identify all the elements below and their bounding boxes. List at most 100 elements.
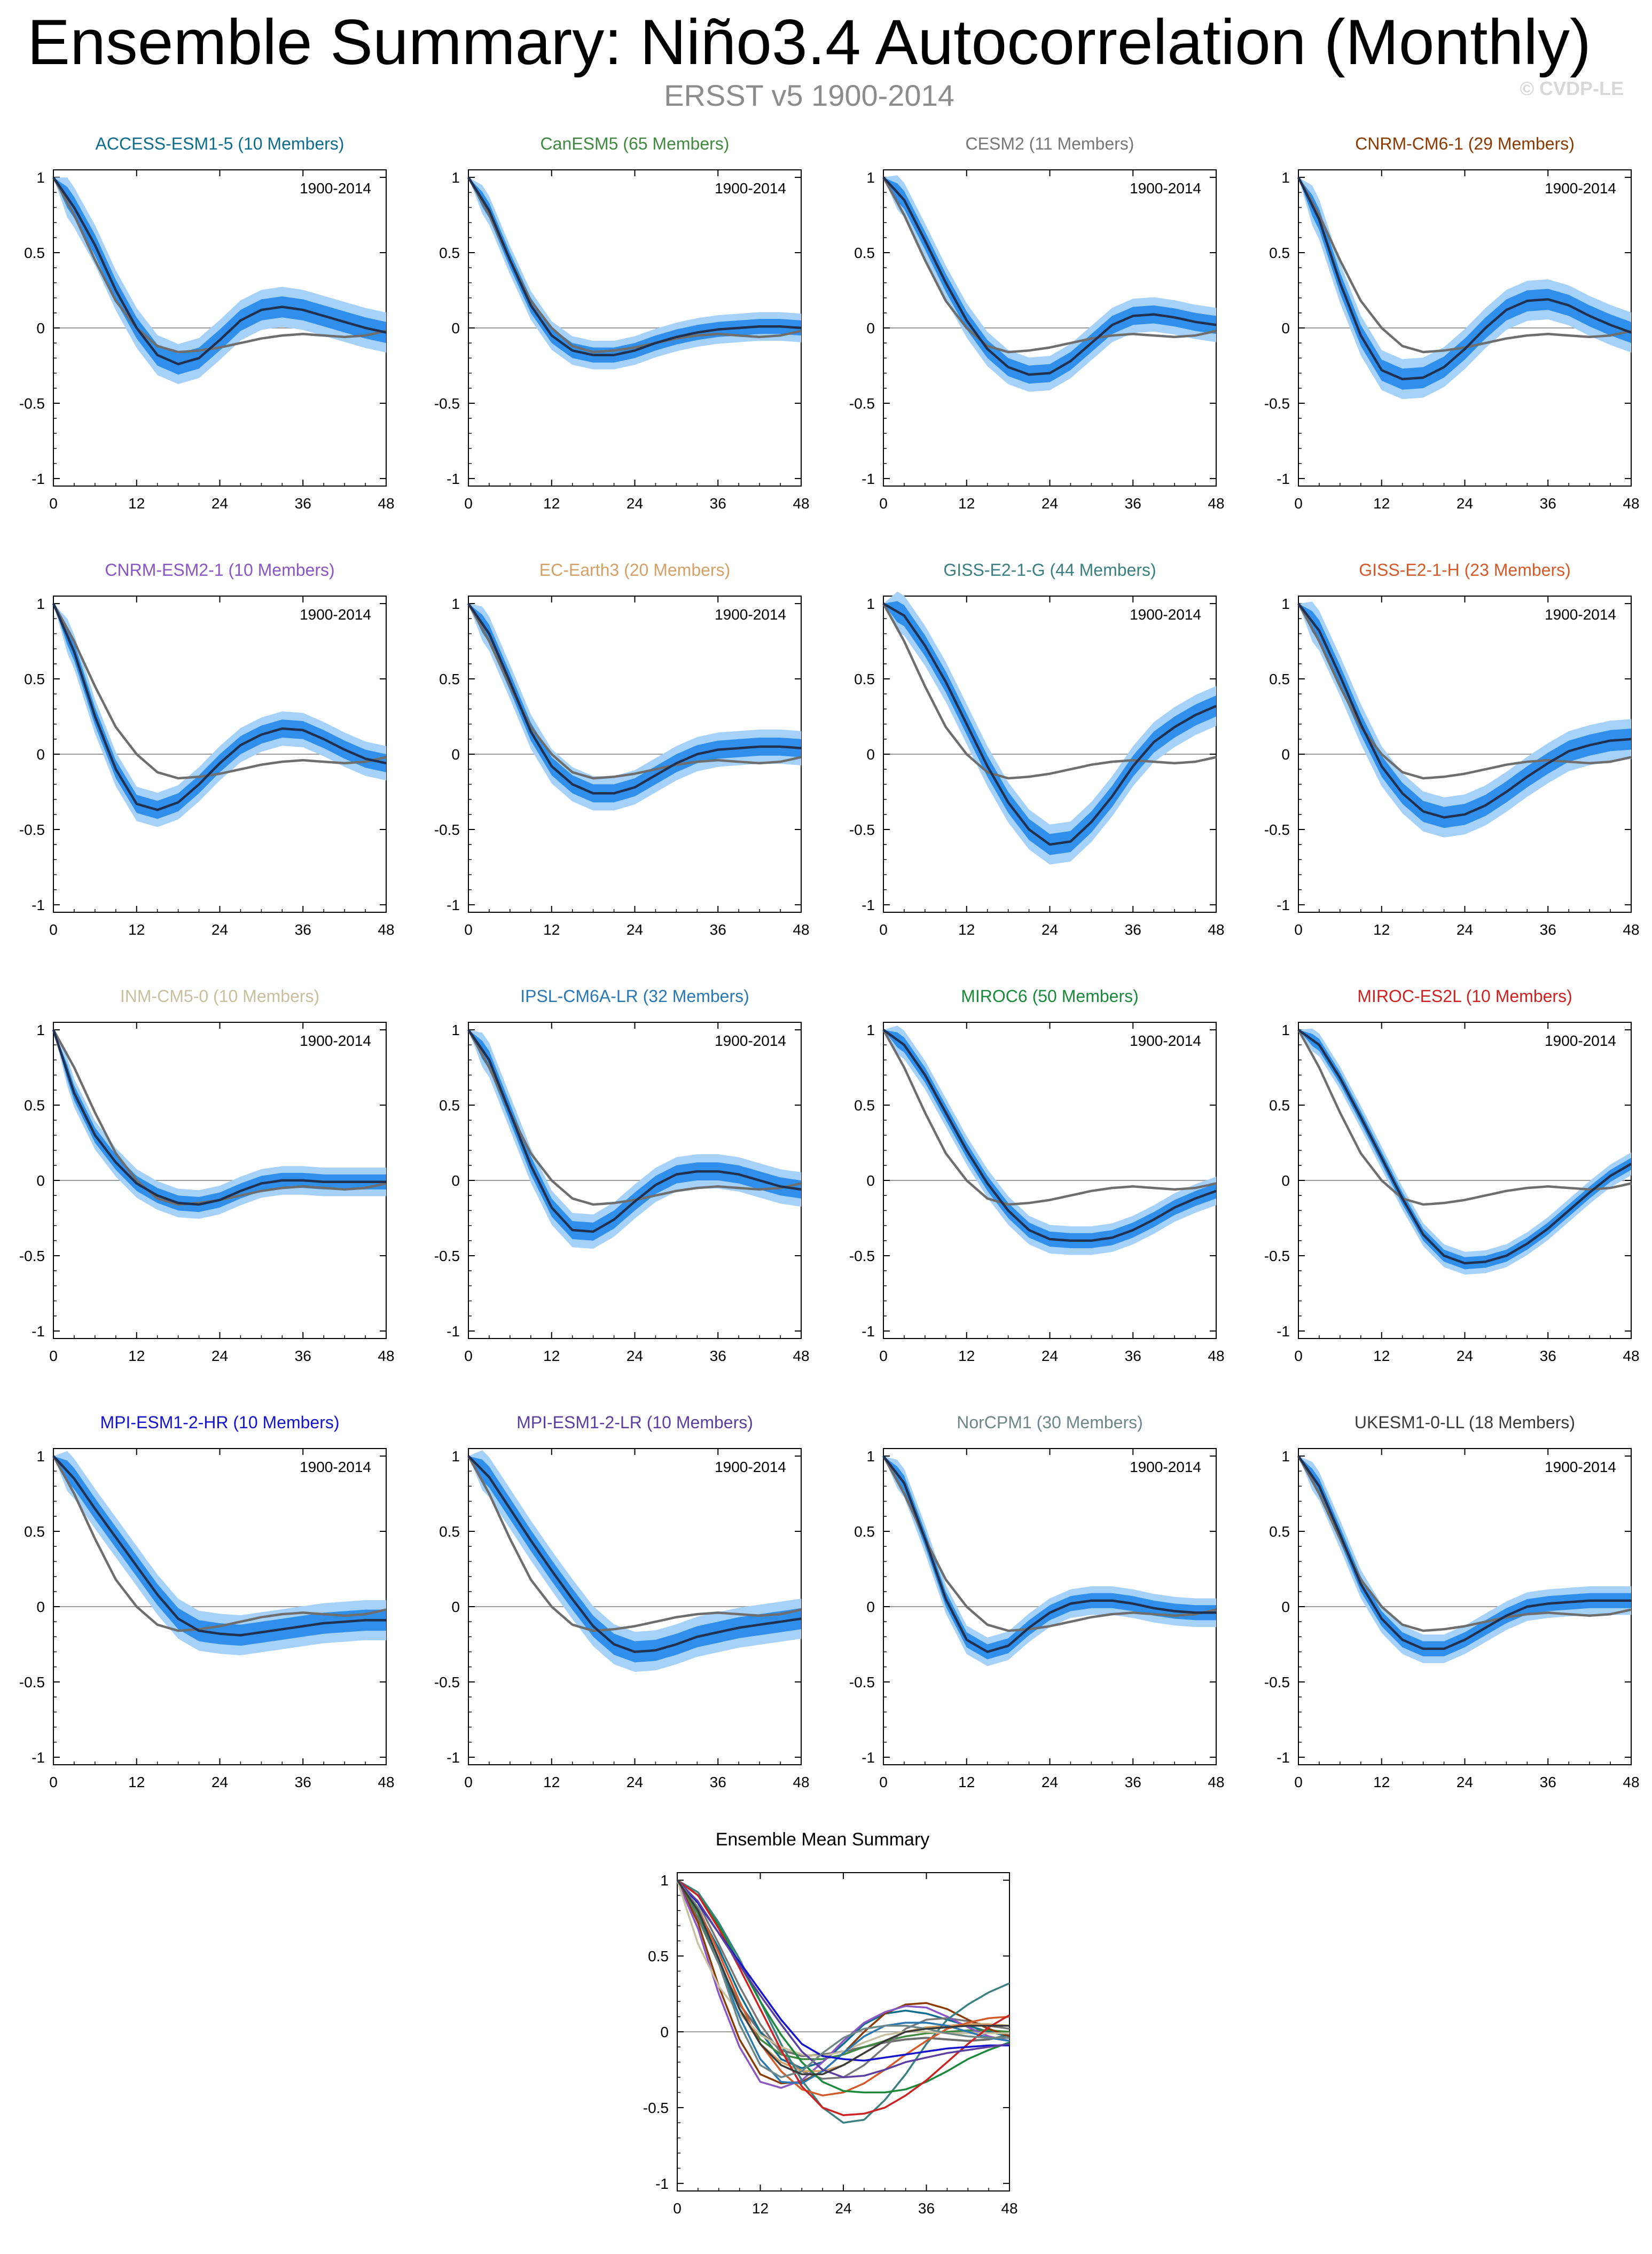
panel-1-ytick-label: -0.5: [19, 395, 45, 412]
panel-5: CNRM-ESM2-1 (10 Members)10.50-0.5-10 12 24…: [19, 560, 395, 938]
mean-panel-line-14: [676, 1879, 1010, 2078]
panel-15-xtick-label: 24: [1042, 1774, 1058, 1790]
panel-13-observed-line: [52, 1455, 387, 1632]
panel-3-xtick-label: 36: [1125, 495, 1141, 512]
panel-6-title: EC-Earth3 (20 Members): [539, 560, 730, 580]
panel-3-ensemble-mean-line: [882, 176, 1217, 376]
mean-panel-xtick-label: 48: [1001, 2200, 1017, 2217]
panel-6-xtick-label: 48: [793, 921, 809, 938]
panel-6-ytick-label: 1: [451, 596, 460, 612]
panel-15-xtick-label: 48: [1208, 1774, 1224, 1790]
panel-1-observed-line: [52, 177, 387, 354]
panel-12: MIROC-ES2L (10 Members)10.50-0.5-10 12 24 3…: [1264, 987, 1640, 1364]
panel-10-ytick-label: -0.5: [434, 1248, 460, 1264]
panel-11-xtick-label: 0: [879, 1348, 888, 1364]
panel-5-observed-line: [52, 603, 387, 780]
panel-11-ensemble-mean-line: [882, 1029, 1217, 1242]
panel-14-spread-inner: [468, 1456, 801, 1663]
panel-13-xtick-label: 12: [128, 1774, 145, 1790]
panel-3-ytick-label: -1: [862, 471, 875, 487]
panel-7-ensemble-mean-line: [882, 602, 1217, 846]
panel-14-xtick-label: 12: [543, 1774, 560, 1790]
panel-7-ytick-label: 1: [866, 596, 875, 612]
panel-4-title: CNRM-CM6-1 (29 Members): [1355, 134, 1575, 153]
panel-3-xtick-label: 24: [1042, 495, 1058, 512]
panel-7-spread-inner: [883, 601, 1216, 855]
panel-7-ytick-label: -1: [862, 897, 875, 913]
panel-1-period-label: 1900-2014: [300, 180, 371, 197]
panel-15-ytick-label: 0.5: [854, 1523, 875, 1540]
panel-3-xtick-label: 48: [1208, 495, 1224, 512]
panel-8-xtick-label: 0: [1294, 921, 1303, 938]
panel-5-xtick-label: 24: [212, 921, 228, 938]
panel-15-title: NorCPM1 (30 Members): [957, 1413, 1143, 1432]
panel-8-ytick-label: 0: [1281, 746, 1290, 763]
panel-1-ytick-label: -1: [32, 471, 45, 487]
panel-9-spread-outer: [53, 1030, 386, 1219]
panel-11-ytick-label: -1: [862, 1323, 875, 1340]
panel-7-spread-outer: [883, 591, 1216, 865]
panel-14-ytick-label: 1: [451, 1448, 460, 1465]
panel-8-spread-inner: [1298, 604, 1631, 828]
panel-7-xtick-label: 24: [1042, 921, 1058, 938]
panel-9-xtick-label: 12: [128, 1348, 145, 1364]
mean-panel-line-5: [676, 1880, 1010, 2089]
panel-8-xtick-label: 36: [1540, 921, 1556, 938]
mean-panel-ytick-label: -1: [655, 2175, 669, 2192]
panel-8-ensemble-mean-line: [1297, 602, 1632, 819]
panel-8-xtick-label: 12: [1373, 921, 1390, 938]
panel-6-xtick-label: 0: [464, 921, 473, 938]
panel-13-ytick-label: -1: [32, 1749, 45, 1766]
panel-9-ytick-label: -1: [32, 1323, 45, 1340]
panel-5-period-label: 1900-2014: [300, 606, 371, 623]
panel-14-observed-line: [467, 1455, 802, 1632]
panel-13-spread-inner: [53, 1456, 386, 1646]
panel-2-xtick-label: 12: [543, 495, 560, 512]
panel-2-title: CanESM5 (65 Members): [541, 134, 730, 153]
panel-12-spread-outer: [1298, 1028, 1631, 1275]
panel-2-xtick-label: 24: [627, 495, 643, 512]
panel-16-ytick-label: 0: [1281, 1599, 1290, 1615]
panel-9-period-label: 1900-2014: [300, 1032, 371, 1049]
ensemble-mean-panel: Ensemble Mean Summary 10.50-0.5-10 12 24 36…: [643, 1829, 1018, 2217]
panel-2-ytick-label: 1: [451, 169, 460, 186]
panel-1-ytick-label: 0: [36, 320, 45, 336]
panel-1-spread-inner: [53, 177, 386, 375]
panel-5-xtick-label: 0: [49, 921, 58, 938]
figure-title: Ensemble Summary: Niño3.4 Autocorrelatio…: [27, 6, 1591, 78]
panel-7-ytick-label: -0.5: [849, 821, 875, 838]
panel-12-ytick-label: -1: [1277, 1323, 1290, 1340]
panel-5-xtick-label: 12: [128, 921, 145, 938]
panel-16-ytick-label: 0.5: [1269, 1523, 1290, 1540]
panel-8-period-label: 1900-2014: [1545, 606, 1616, 623]
panel-10-spread-outer: [468, 1030, 801, 1249]
panel-1-xtick-label: 24: [212, 495, 228, 512]
panel-14-xtick-label: 0: [464, 1774, 473, 1790]
mean-panel-title: Ensemble Mean Summary: [716, 1829, 930, 1850]
panel-grid: ACCESS-ESM1-5 (10 Members)10.50-0.5-10 12…: [19, 134, 1640, 1790]
panel-3-xtick-label: 12: [958, 495, 975, 512]
panel-16-spread-inner: [1298, 1456, 1631, 1656]
panel-10-ytick-label: 0.5: [439, 1097, 460, 1114]
panel-12-xtick-label: 36: [1540, 1348, 1556, 1364]
panel-2-ensemble-mean-line: [467, 176, 802, 356]
panel-7: GISS-E2-1-G (44 Members)10.50-0.5-10 12 24…: [849, 560, 1225, 938]
watermark: © CVDP-LE: [1520, 77, 1624, 99]
panel-9-ytick-label: 1: [36, 1022, 45, 1038]
panel-13: MPI-ESM1-2-HR (10 Members)10.50-0.5-10 12…: [19, 1413, 395, 1790]
panel-12-ytick-label: -0.5: [1264, 1248, 1290, 1264]
panel-12-spread-inner: [1298, 1030, 1631, 1270]
panel-13-period-label: 1900-2014: [300, 1459, 371, 1475]
panel-10-xtick-label: 48: [793, 1348, 809, 1364]
panel-4-ytick-label: 0.5: [1269, 245, 1290, 261]
panel-14-ytick-label: 0.5: [439, 1523, 460, 1540]
panel-5-ytick-label: 0: [36, 746, 45, 763]
panel-4-ytick-label: 0: [1281, 320, 1290, 336]
panel-7-xtick-label: 36: [1125, 921, 1141, 938]
panel-3-spread-outer: [883, 175, 1216, 392]
panel-15-ytick-label: 0: [866, 1599, 875, 1615]
panel-11-period-label: 1900-2014: [1130, 1032, 1201, 1049]
panel-1-xtick-label: 12: [128, 495, 145, 512]
panel-11-xtick-label: 12: [958, 1348, 975, 1364]
panel-6-spread-inner: [468, 604, 801, 803]
